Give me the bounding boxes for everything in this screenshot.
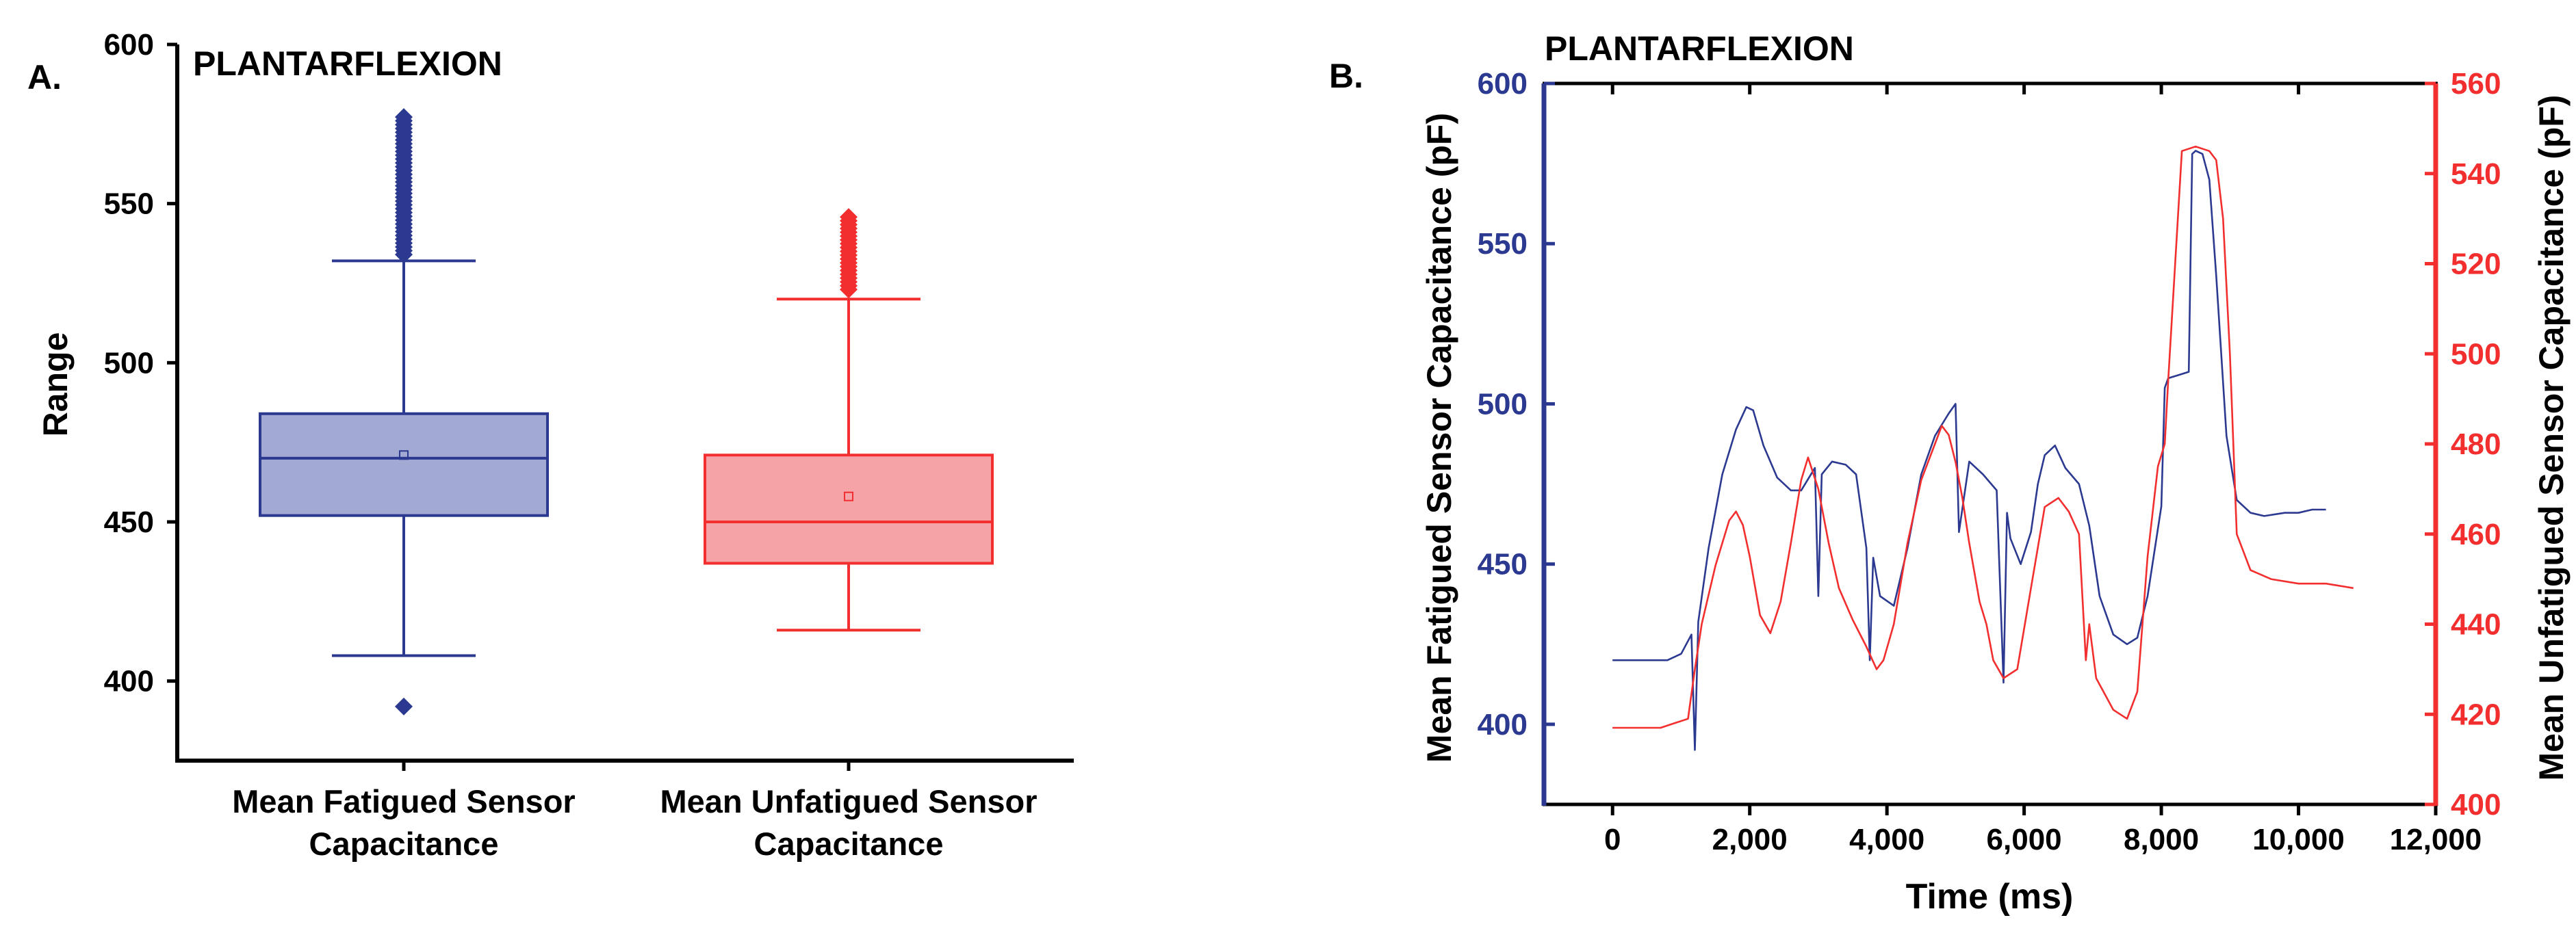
iqr-box-fatigued xyxy=(259,412,549,517)
outlier-high-unfatigued-19 xyxy=(840,208,858,226)
x-tick-label-10000: 10,000 xyxy=(2252,823,2345,856)
x-tick-label-2000: 2,000 xyxy=(1712,823,1788,856)
panel-b-right-y-axis-label: Mean Unfatigued Sensor Capacitance (pF) xyxy=(2532,95,2571,781)
series-line-fatigued xyxy=(1612,150,2326,751)
outlier-low-fatigued-0 xyxy=(395,697,413,715)
panel-a-x-ticks xyxy=(402,761,851,771)
y-tick-label-400: 400 xyxy=(104,665,154,698)
panel-b-title: PLANTARFLEXION xyxy=(1545,29,1854,68)
right-y-tick-label-460: 460 xyxy=(2451,518,2501,551)
category-label-fatigued-line2: Capacitance xyxy=(309,826,499,862)
panel-b-left-y-ticks: 400 450 500 550 600 xyxy=(1478,67,1555,741)
category-label-fatigued-line1: Mean Fatigued Sensor xyxy=(232,783,575,819)
right-y-tick-label-520: 520 xyxy=(2451,248,2501,281)
right-y-tick-label-420: 420 xyxy=(2451,698,2501,731)
right-y-tick-label-540: 540 xyxy=(2451,157,2501,191)
panel-a-title: PLANTARFLEXION xyxy=(193,44,502,83)
y-tick-label-500: 500 xyxy=(104,346,154,380)
box-unfatigued xyxy=(704,208,994,632)
x-tick-label-0: 0 xyxy=(1604,823,1621,856)
x-tick-label-12000: 12,000 xyxy=(2390,823,2482,856)
panel-b-right-y-ticks: 400 420 440 460 480 500 520 540 560 xyxy=(2425,67,2501,822)
panel-b: B. PLANTARFLEXION 0 2,000 4,000 6,000 8,000 1… xyxy=(1329,29,2571,917)
mean-marker-unfatigued xyxy=(844,491,853,501)
y-tick-label-600: 600 xyxy=(104,28,154,62)
panel-b-left-y-axis-label: Mean Fatigued Sensor Capacitance (pF) xyxy=(1420,113,1458,763)
panel-b-x-ticks: 0 2,000 4,000 6,000 8,000 10,000 12,000 xyxy=(1604,83,2482,856)
right-y-tick-label-440: 440 xyxy=(2451,608,2501,642)
left-y-tick-label-400: 400 xyxy=(1478,708,1528,741)
left-y-tick-label-600: 600 xyxy=(1478,67,1528,101)
left-y-tick-label-450: 450 xyxy=(1478,548,1528,581)
panel-b-label: B. xyxy=(1329,57,1363,95)
mean-marker-fatigued xyxy=(399,450,409,460)
y-tick-label-550: 550 xyxy=(104,187,154,221)
right-y-tick-label-480: 480 xyxy=(2451,428,2501,461)
right-y-tick-label-400: 400 xyxy=(2451,788,2501,822)
iqr-box-unfatigued xyxy=(704,454,994,565)
left-y-tick-label-500: 500 xyxy=(1478,387,1528,421)
series-line-unfatigued xyxy=(1612,145,2354,729)
box-fatigued xyxy=(259,108,549,715)
y-tick-label-450: 450 xyxy=(104,505,154,539)
right-y-tick-label-560: 560 xyxy=(2451,67,2501,101)
x-tick-label-6000: 6,000 xyxy=(1987,823,2062,856)
category-label-unfatigued-line1: Mean Unfatigued Sensor xyxy=(660,783,1037,819)
left-y-tick-label-550: 550 xyxy=(1478,227,1528,261)
panel-a-label: A. xyxy=(27,58,62,96)
x-tick-label-8000: 8,000 xyxy=(2124,823,2199,856)
panel-b-x-axis-label: Time (ms) xyxy=(1906,877,2074,917)
category-label-unfatigued-line2: Capacitance xyxy=(754,826,944,862)
panel-a-y-ticks: 400 450 500 550 600 xyxy=(104,28,177,698)
right-y-tick-label-500: 500 xyxy=(2451,337,2501,371)
outlier-high-fatigued-36 xyxy=(395,108,413,127)
panel-a-category-labels: Mean Fatigued Sensor Capacitance Mean Un… xyxy=(232,783,1037,862)
panel-a: A. PLANTARFLEXION Range 400450500550600 … xyxy=(27,28,1074,862)
panel-a-boxes xyxy=(259,108,994,715)
panel-a-y-axis-label: Range xyxy=(36,332,75,437)
panel-b-series xyxy=(1612,145,2354,751)
x-tick-label-4000: 4,000 xyxy=(1849,823,1924,856)
